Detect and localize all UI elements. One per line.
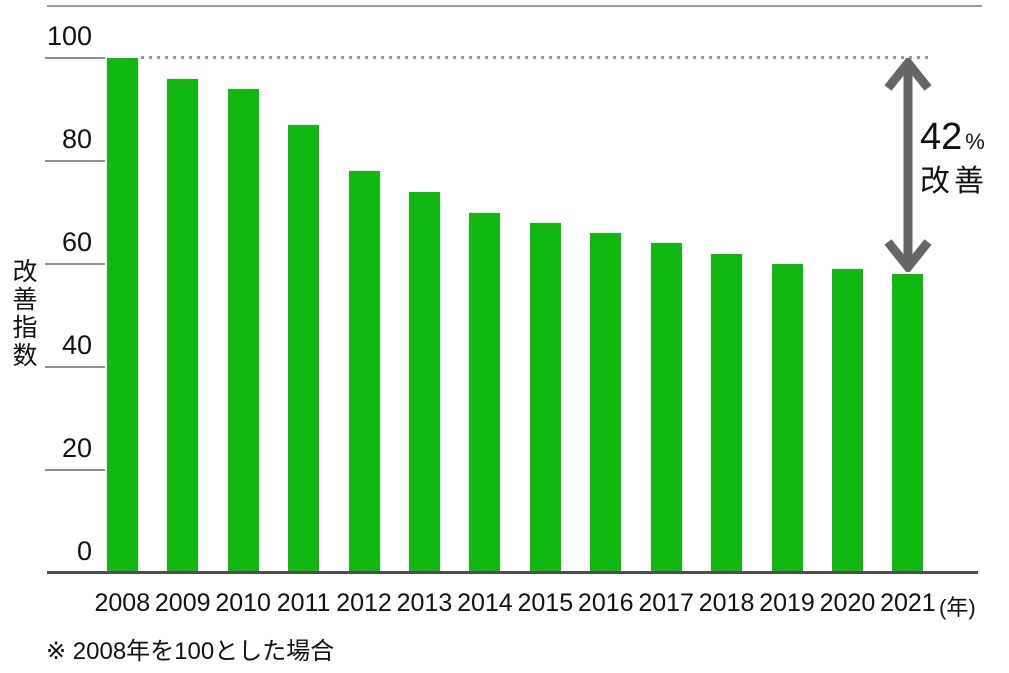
bar-2020: [831, 269, 863, 573]
y-tick-line-80: [45, 160, 105, 162]
annotation-percent-line: 42%: [920, 116, 988, 163]
bar-2019: [771, 264, 803, 573]
x-tick-label-2015: 2015: [517, 589, 574, 617]
bar-2012: [348, 171, 380, 573]
y-tick-label-40: 40: [61, 330, 92, 360]
x-tick-label-2008: 2008: [94, 589, 151, 617]
x-tick-label-2012: 2012: [336, 589, 392, 617]
top-border-line: [47, 5, 982, 7]
bar-2009: [167, 78, 199, 573]
bar-2013: [408, 191, 440, 573]
x-axis-line: [47, 571, 978, 574]
y-tick-line-20: [45, 469, 105, 471]
bar-2011: [288, 124, 320, 573]
x-tick-label-2021: 2021: [880, 589, 936, 617]
annotation-label: 改善: [920, 165, 988, 198]
bar-2015: [529, 222, 561, 573]
y-tick-label-20: 20: [61, 433, 92, 463]
percent-sign: %: [965, 129, 985, 154]
y-tick-line-40: [45, 366, 105, 368]
bar-2010: [227, 88, 259, 573]
bar-2018: [711, 253, 743, 573]
annotation-value: 42: [920, 116, 963, 158]
y-tick-label-60: 60: [61, 227, 92, 257]
bar-2008: [106, 58, 138, 573]
y-tick-label-0: 0: [76, 536, 92, 566]
x-tick-label-2010: 2010: [215, 589, 271, 617]
improvement-annotation: 42% 改善: [920, 116, 988, 199]
y-tick-label-100: 100: [46, 21, 92, 51]
x-tick-label-2016: 2016: [577, 589, 634, 617]
x-tick-label-2014: 2014: [457, 589, 513, 617]
bar-2017: [650, 243, 682, 573]
x-tick-label-2013: 2013: [396, 589, 453, 617]
x-tick-label-2017: 2017: [638, 589, 694, 617]
footnote: ※ 2008年を100とした場合: [46, 638, 335, 665]
bar-2016: [590, 233, 622, 573]
x-tick-label-2011: 2011: [276, 589, 331, 617]
bar-2021: [892, 274, 924, 573]
x-tick-label-2018: 2018: [698, 589, 755, 617]
y-tick-line-100: [45, 57, 105, 59]
y-tick-line-60: [45, 263, 105, 265]
x-tick-label-2020: 2020: [819, 589, 876, 617]
y-tick-label-80: 80: [61, 124, 92, 154]
double-arrow-icon: [884, 58, 932, 272]
bar-2014: [469, 212, 501, 573]
y-axis-title: 改善指数: [9, 258, 37, 370]
x-axis-unit: (年): [939, 595, 976, 620]
x-tick-label-2009: 2009: [154, 589, 211, 617]
x-tick-label-2019: 2019: [759, 589, 815, 617]
reference-line-100: [141, 56, 932, 59]
